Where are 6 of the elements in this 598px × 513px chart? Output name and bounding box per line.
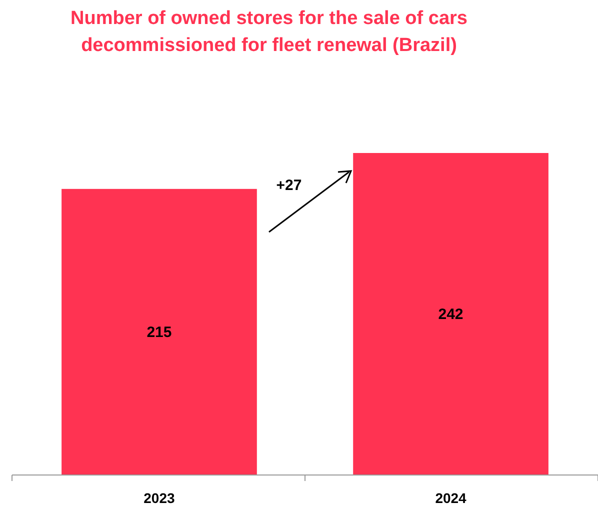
x-tick-label: 2024 bbox=[435, 490, 467, 506]
data-label: 215 bbox=[146, 324, 172, 341]
x-tick-label: 2023 bbox=[144, 490, 176, 506]
annotation: +27 bbox=[276, 177, 302, 194]
chart-title: Number of owned stores for the sale of cars decommissioned for fleet renewal (Brazil) bbox=[70, 8, 468, 56]
data-label: 242 bbox=[438, 306, 464, 323]
